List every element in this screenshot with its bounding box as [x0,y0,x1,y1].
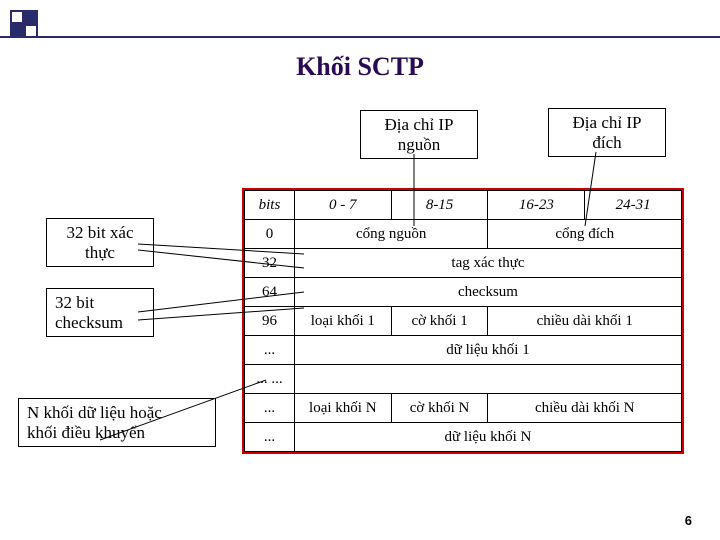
table-cell: 64 [245,278,295,307]
table-cell: ... ... [245,365,295,394]
table-header-cell: 16-23 [488,191,585,220]
table-cell: tag xác thực [294,249,681,278]
table-cell: dữ liệu khối N [294,423,681,452]
table-cell: cổng đích [488,220,682,249]
callout-checksum: 32 bitchecksum [46,288,154,337]
table-cell: checksum [294,278,681,307]
table-cell: loại khối N [294,394,391,423]
table-header-cell: 24-31 [585,191,682,220]
table-header-cell: 8-15 [391,191,488,220]
table-cell: 32 [245,249,295,278]
page-number: 6 [685,513,692,528]
table-cell: cờ khối 1 [391,307,488,336]
table-cell: cổng nguồn [294,220,488,249]
sctp-header-table: bits0 - 78-1516-2324-31 0cổng nguồncổng đ… [242,188,684,454]
table-cell: cờ khối N [391,394,488,423]
table-header-cell: bits [245,191,295,220]
table-cell: loại khối 1 [294,307,391,336]
callout-ndata: N khối dữ liệu hoặckhối điều khuyển [18,398,216,447]
table-cell: dữ liệu khối 1 [294,336,681,365]
table-cell: ... [245,423,295,452]
table-cell: ... [245,394,295,423]
slide-title: Khối SCTP [0,52,720,82]
table-cell: chiều dài khối N [488,394,682,423]
table-cell: 96 [245,307,295,336]
table-cell [294,365,681,394]
callout-source-ip: Địa chỉ IPnguồn [360,110,478,159]
table-header-cell: 0 - 7 [294,191,391,220]
title-divider [0,36,720,38]
callout-dest-ip: Địa chỉ IPđích [548,108,666,157]
table-cell: chiều dài khối 1 [488,307,682,336]
callout-auth: 32 bit xácthực [46,218,154,267]
table-cell: ... [245,336,295,365]
table-cell: 0 [245,220,295,249]
